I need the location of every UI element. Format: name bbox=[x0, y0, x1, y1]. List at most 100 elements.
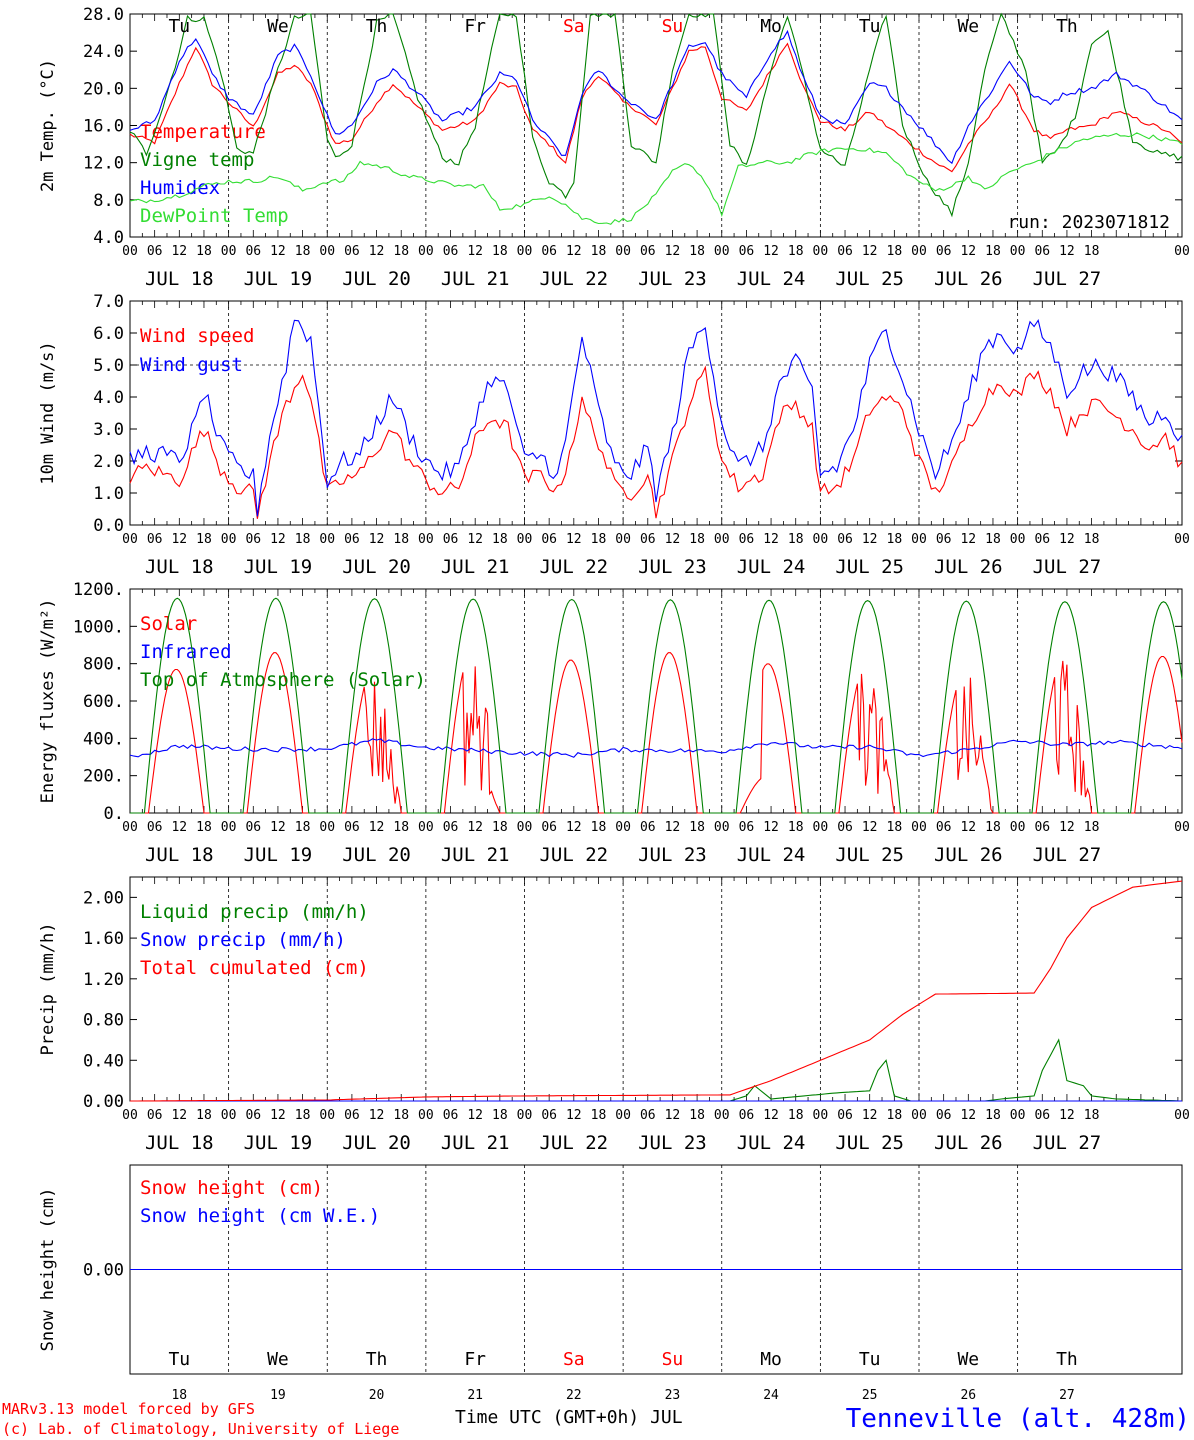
day-number: 18 bbox=[171, 1388, 187, 1403]
hour-label: 18 bbox=[788, 532, 804, 547]
hour-label: 06 bbox=[245, 244, 261, 259]
panel-wind: 0.0 1.0 2.0 3.0 4.0 5.0 6.0 7.0 10m Wind (m/s) Wi… bbox=[38, 292, 1190, 578]
hour-label: 06 bbox=[739, 532, 755, 547]
y-tick-label: 0.00 bbox=[83, 1092, 124, 1112]
legend-total-cumulated: Total cumulated (cm) bbox=[140, 957, 369, 979]
hour-label: 00 bbox=[813, 244, 829, 259]
hour-label: 12 bbox=[1059, 820, 1075, 835]
y-tick-label: 0.40 bbox=[83, 1051, 124, 1071]
date-label: JUL 22 bbox=[539, 268, 608, 290]
hour-label: 00 bbox=[517, 820, 533, 835]
hour-label: 00 bbox=[911, 820, 927, 835]
hour-label: 00 bbox=[714, 532, 730, 547]
hour-label: 06 bbox=[541, 820, 557, 835]
hour-label: 12 bbox=[467, 1108, 483, 1123]
y-tick-label: 1200. bbox=[73, 580, 124, 600]
hour-label: 06 bbox=[936, 820, 952, 835]
date-label: JUL 23 bbox=[638, 268, 707, 290]
hour-label: 06 bbox=[739, 1108, 755, 1123]
hour-label: 18 bbox=[295, 532, 311, 547]
hour-label: 12 bbox=[763, 244, 779, 259]
series-top-of-atmosphere-solar bbox=[130, 597, 1183, 814]
hour-label: 18 bbox=[887, 244, 903, 259]
series-dewpoint-temp bbox=[129, 132, 1183, 225]
hour-label: 12 bbox=[270, 532, 286, 547]
hour-label: 00 bbox=[122, 244, 138, 259]
hour-label: 00 bbox=[813, 820, 829, 835]
day-number: 19 bbox=[270, 1388, 286, 1403]
weekday-label: We bbox=[267, 1349, 289, 1370]
date-label: JUL 19 bbox=[244, 844, 313, 866]
hour-label: 12 bbox=[369, 244, 385, 259]
hour-label: 00 bbox=[615, 820, 631, 835]
day-number: 24 bbox=[763, 1388, 779, 1403]
hour-label: 18 bbox=[492, 1108, 508, 1123]
hour-label: 12 bbox=[369, 1108, 385, 1123]
day-number: 20 bbox=[369, 1388, 385, 1403]
date-label: JUL 26 bbox=[934, 1132, 1003, 1154]
hour-label: 12 bbox=[1059, 244, 1075, 259]
lab-credit: (c) Lab. of Climatology, University of L… bbox=[2, 1420, 399, 1438]
y-tick-label: 24.0 bbox=[83, 42, 124, 62]
hour-label: 12 bbox=[960, 1108, 976, 1123]
hour-ticks bbox=[129, 14, 1179, 237]
hour-label: 18 bbox=[689, 820, 705, 835]
hour-label: 12 bbox=[369, 820, 385, 835]
series-vigne-temp bbox=[129, 12, 1183, 218]
series-humidex bbox=[129, 29, 1183, 165]
panel-temperature: 4.0 8.0 12.0 16.0 20.0 24.0 28.0 2m Temp. (°C) T… bbox=[38, 5, 1190, 290]
hour-label: 12 bbox=[566, 1108, 582, 1123]
hour-label: 00 bbox=[1010, 532, 1026, 547]
hour-label: 00 bbox=[813, 1108, 829, 1123]
legend-snow-precip: Snow precip (mm/h) bbox=[140, 929, 346, 951]
hour-label: 12 bbox=[665, 532, 681, 547]
hour-label: 06 bbox=[344, 244, 360, 259]
y-tick-label: 0.0 bbox=[93, 516, 124, 536]
date-label: JUL 18 bbox=[145, 268, 214, 290]
hour-label: 18 bbox=[196, 820, 212, 835]
hour-label: 06 bbox=[147, 820, 163, 835]
hour-label: 12 bbox=[862, 1108, 878, 1123]
hour-label: 12 bbox=[665, 244, 681, 259]
hour-label: 18 bbox=[788, 1108, 804, 1123]
plot-frame bbox=[129, 300, 1183, 526]
weekday-label: Th bbox=[1056, 16, 1078, 37]
hour-label: 00 bbox=[911, 1108, 927, 1123]
hour-label: 18 bbox=[196, 532, 212, 547]
y-tick-label: 16.0 bbox=[83, 117, 124, 137]
y-axis-label: 2m Temp. (°C) bbox=[38, 59, 58, 192]
hour-label: 18 bbox=[492, 532, 508, 547]
hour-label: 18 bbox=[591, 820, 607, 835]
legend-vigne-temp: Vigne temp bbox=[140, 149, 254, 171]
date-label: JUL 19 bbox=[244, 556, 313, 578]
hour-label: 00 bbox=[714, 244, 730, 259]
y-tick-label: 7.0 bbox=[93, 292, 124, 312]
hour-label: 06 bbox=[541, 1108, 557, 1123]
date-label: JUL 22 bbox=[539, 844, 608, 866]
hour-label: 06 bbox=[936, 244, 952, 259]
hour-label: 00 bbox=[418, 1108, 434, 1123]
hour-label: 06 bbox=[837, 820, 853, 835]
date-label: JUL 19 bbox=[244, 268, 313, 290]
date-label: JUL 25 bbox=[835, 268, 904, 290]
hour-ticks bbox=[129, 589, 1179, 813]
hour-label: 12 bbox=[763, 820, 779, 835]
y-tick-label: 6.0 bbox=[93, 324, 124, 344]
date-label: JUL 19 bbox=[244, 1132, 313, 1154]
hour-label: 18 bbox=[985, 1108, 1001, 1123]
panel-snow: 0.00 Snow height (cm) Snow height (cm) Snow… bbox=[38, 1164, 1183, 1403]
y-tick-label: 4.0 bbox=[93, 388, 124, 408]
legend-solar: Solar bbox=[140, 613, 197, 635]
model-credit: MARv3.13 model forced by GFS bbox=[2, 1400, 255, 1418]
hour-label: 06 bbox=[837, 532, 853, 547]
weekday-label: Fr bbox=[464, 1349, 486, 1370]
hour-label: 12 bbox=[566, 244, 582, 259]
hour-label: 00 bbox=[221, 244, 237, 259]
hour-label: 00 bbox=[221, 532, 237, 547]
hour-label: 06 bbox=[541, 532, 557, 547]
legend-infrared: Infrared bbox=[140, 641, 232, 663]
y-axis-label: Energy fluxes (W/m²) bbox=[38, 599, 58, 804]
date-label: JUL 25 bbox=[835, 844, 904, 866]
date-label: JUL 21 bbox=[441, 556, 510, 578]
date-label: JUL 20 bbox=[342, 268, 411, 290]
